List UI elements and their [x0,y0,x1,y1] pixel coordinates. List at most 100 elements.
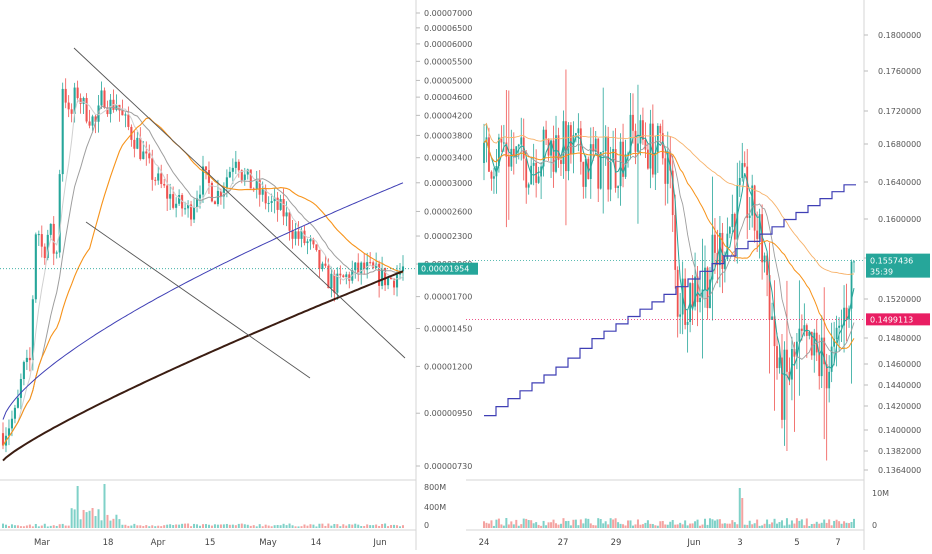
left-volume-bar [285,525,288,528]
left-candle-body [139,137,142,160]
left-candle-body [154,179,157,181]
right-volume-bar [572,519,575,528]
right-candle-body [507,156,510,167]
right-candle-body [706,267,709,309]
left-candle-body [190,204,193,220]
left-volume-bar [76,486,79,528]
right-volume-bar [773,518,776,528]
left-y-tick-label: 0.00002600 [424,207,472,216]
left-candle-body [22,362,25,380]
right-volume-bar [736,524,739,528]
right-y-tick-label: 0.1440000 [878,381,921,390]
left-candle-body [219,190,222,197]
left-candle-body [204,166,208,171]
left-volume-bar [225,523,228,528]
left-candle-body [321,263,324,269]
right-volume-bar [540,525,543,528]
left-volume-bar [142,526,145,528]
left-volume-bar [175,524,178,528]
right-volume-bar [607,524,610,528]
right-candle-body [781,357,783,420]
right-candle-body [505,142,508,157]
right-candle-body [577,128,580,134]
left-candle-body [1,433,5,446]
right-candle-body [490,171,493,179]
left-candle-body [195,198,199,208]
right-candle-body [493,176,495,179]
left-candle-body [127,114,130,127]
left-candle-body [142,151,145,160]
right-candle-body [793,348,796,357]
right-candle-body [637,143,639,152]
left-volume-bar [151,525,154,528]
left-y-tick-label: 0.00001450 [424,324,472,333]
right-volume-bar [751,524,754,528]
right-volume-bar [550,522,553,528]
left-candle-body [279,198,282,210]
left-chart-panel[interactable]: 0.00007000 0.00006500 0.00006000 0.00005500… [0,0,478,550]
right-volume-bar [609,518,612,528]
right-candle-body [535,162,538,183]
right-candle-body [758,214,761,239]
right-volume-bar [853,518,855,528]
right-candle-body [838,325,841,328]
right-candle-body [830,346,833,372]
right-volume-bar [718,519,721,528]
right-y-tick-label: 0.1480000 [878,334,921,343]
right-volume-bar [495,519,498,528]
left-volume-bar [16,525,19,528]
left-volume-bar [121,524,124,528]
right-volume-bar [696,519,699,528]
right-volume-bar [512,524,515,528]
right-chart-panel[interactable]: 0.1800000 0.1760000 0.1720000 0.1680000 0.16… [466,0,930,550]
right-volume-bar [614,518,617,528]
left-volume-bar [79,519,82,528]
right-candle-body [850,261,853,309]
left-volume-bar [97,509,100,528]
left-candle-body [285,212,288,217]
left-volume-bar [4,524,7,528]
left-candle-body [184,208,187,210]
right-volume-bar [713,520,716,528]
right-volume-bar [619,523,622,528]
right-volume-bar [716,519,719,528]
left-candle-body [246,169,249,175]
right-volume-bar [636,519,639,528]
left-candle-body [213,201,216,205]
left-volume-bar [210,525,213,528]
right-candle-body [768,275,771,320]
left-candle-body [49,223,52,235]
right-candle-body [783,349,786,420]
left-candle-body [234,161,237,168]
right-candle-body [597,138,600,189]
left-y-tick-label: 0.00005000 [424,76,472,85]
left-candle-body [163,184,166,186]
right-candle-body [646,149,649,169]
right-candle-body [711,234,714,280]
left-volume-bar [91,508,94,528]
left-candle-body [115,104,118,110]
left-candle-body [201,166,205,195]
right-volume-bar [545,525,548,528]
left-volume-bar [127,525,130,528]
left-candle-body [348,274,351,281]
right-y-tick-label: 0.1520000 [878,295,921,304]
left-volume-bar [267,525,270,528]
left-candle-body [300,230,303,239]
left-volume-bar [124,524,127,528]
right-candle-body [609,162,612,190]
right-volume-bar [671,520,674,528]
left-volume-bar [207,524,210,528]
left-volume-bar [222,524,225,528]
right-volume-bar [803,525,806,528]
right-volume-bar [828,519,831,528]
right-volume-bar [676,524,679,528]
right-volume-bar [810,524,813,528]
left-volume-bar [202,524,204,528]
right-volume-bar [520,524,523,528]
right-volume-bar [552,519,555,528]
right-candles [483,69,855,461]
right-volume-bar [669,521,672,528]
right-candle-body [833,339,836,347]
left-x-tick-label: May [259,538,277,548]
